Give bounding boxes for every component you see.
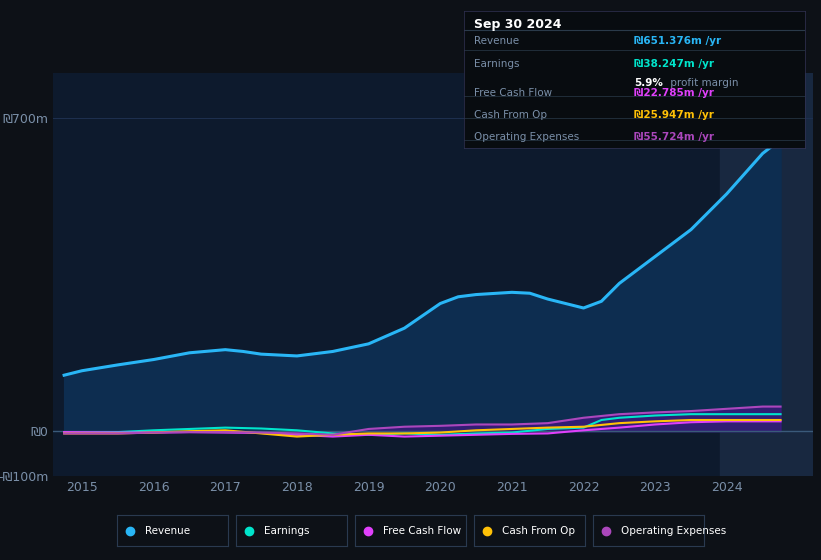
Text: 5.9%: 5.9% (635, 78, 663, 88)
Text: Free Cash Flow: Free Cash Flow (383, 526, 461, 535)
Text: ₪38.247m /yr: ₪38.247m /yr (635, 59, 714, 69)
Text: Operating Expenses: Operating Expenses (621, 526, 726, 535)
Text: ₪55.724m /yr: ₪55.724m /yr (635, 132, 714, 142)
Text: Sep 30 2024: Sep 30 2024 (474, 18, 562, 31)
Text: Earnings: Earnings (264, 526, 310, 535)
Text: Revenue: Revenue (474, 36, 519, 46)
Text: Cash From Op: Cash From Op (502, 526, 575, 535)
Bar (720, 73, 813, 476)
Text: Free Cash Flow: Free Cash Flow (474, 88, 553, 98)
Text: Revenue: Revenue (144, 526, 190, 535)
Text: Cash From Op: Cash From Op (474, 110, 547, 120)
Text: Operating Expenses: Operating Expenses (474, 132, 580, 142)
Text: profit margin: profit margin (667, 78, 738, 88)
Text: Earnings: Earnings (474, 59, 520, 69)
Text: ₪651.376m /yr: ₪651.376m /yr (635, 36, 722, 46)
Text: ₪25.947m /yr: ₪25.947m /yr (635, 110, 714, 120)
Text: ₪22.785m /yr: ₪22.785m /yr (635, 88, 714, 98)
